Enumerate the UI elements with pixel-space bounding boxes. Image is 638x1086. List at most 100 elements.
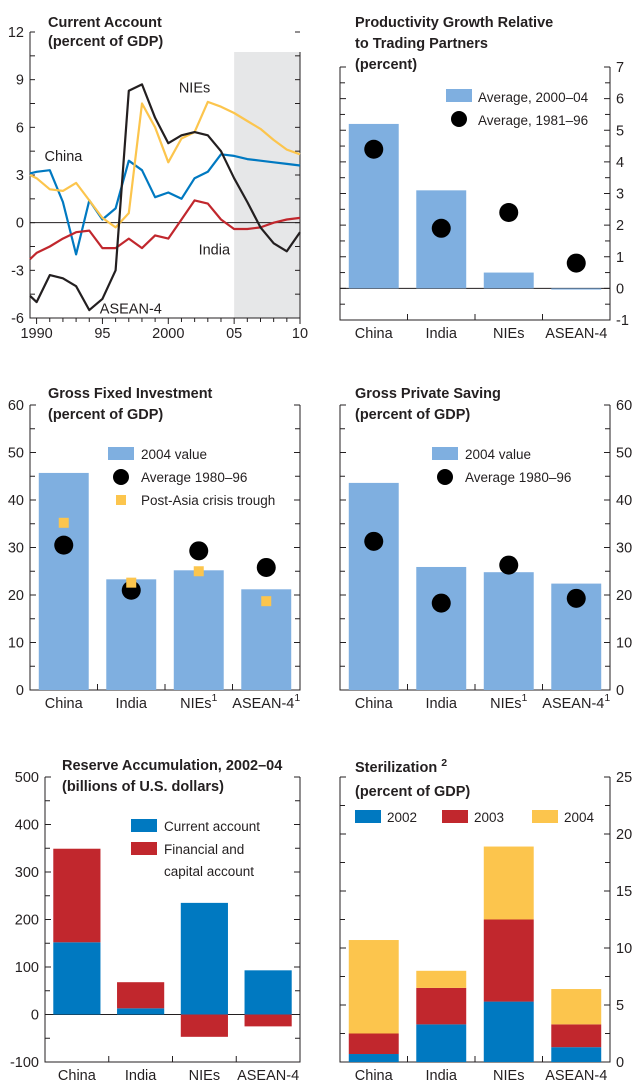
category-name: China [45,696,84,712]
y-tick-label: 20 [616,588,632,604]
bar [483,272,534,289]
data-point [58,517,69,528]
category-name: NIEs [493,326,524,342]
series-line-nies [29,100,301,229]
category-name: NIEs [180,696,211,712]
gross-private-saving-chart: Gross Private Saving (percent of GDP) 60… [339,386,632,712]
series-label: China [44,149,83,165]
y-tick-label: 6 [616,92,624,108]
data-point [364,139,384,159]
bar-segment [348,940,399,1034]
category-name: ASEAN-4 [542,696,604,712]
chart-subtitle: (percent) [355,57,417,73]
chart-title: Productivity Growth Relative [355,15,553,31]
y-tick-label: 200 [15,913,39,929]
bar [416,566,467,690]
y-tick-label: 300 [15,865,39,881]
bar-segment [483,1001,534,1062]
legend-label: 2004 value [465,447,531,462]
legend-label: Average 1980–96 [465,470,571,485]
y-tick-label: 0 [616,281,624,297]
y-tick-label: 12 [8,25,24,41]
bar-segment [348,1054,399,1062]
category-name: NIEs [490,696,521,712]
y-tick-label: 500 [15,770,39,786]
bar-segment [483,846,534,920]
y-tick-label: 400 [15,818,39,834]
chart-title: Reserve Accumulation, 2002–04 [62,758,282,774]
x-tick-label: India [426,326,458,342]
bar-segment [483,919,534,1002]
y-tick-label: -1 [616,313,629,329]
x-tick-label: 95 [94,326,110,342]
chart-title-line2: to Trading Partners [355,36,488,52]
category-name: India [125,1068,157,1084]
bar-segment [416,987,467,1025]
y-tick-label: 0 [616,1055,624,1071]
productivity-growth-chart: Productivity Growth Relative to Trading … [339,15,629,342]
y-tick-label: 40 [616,493,632,509]
chart-subtitle: (billions of U.S. dollars) [62,779,224,795]
sterilization-chart: Sterilization 2 (percent of GDP) 25 20 15 10… [339,757,632,1084]
y-tick-label: 9 [16,73,24,89]
x-tick-label: China [355,326,394,342]
series-line-asean-4 [29,83,301,312]
bar [348,482,399,690]
projection-shade [234,52,300,318]
category-name: ASEAN-4 [545,1068,607,1084]
legend-label: 2003 [474,810,504,825]
y-tick-label: -100 [10,1055,39,1071]
x-tick-label: India [426,1068,458,1084]
bar-segment [244,970,292,1015]
category-name: NIEs [189,1068,220,1084]
data-point [364,531,384,551]
legend-label: Average, 1981–96 [478,113,588,128]
chart-subtitle: (percent of GDP) [355,407,470,423]
bar-segment [416,1024,467,1062]
legend-label: Current account [164,819,260,834]
legend-label: Financial and [164,842,244,857]
current-account-chart: Current Account (percent of GDP) 12 9 6 3 0 -… [8,15,308,342]
chart-title: Gross Private Saving [355,386,501,402]
y-tick-label: 10 [8,636,24,652]
legend-label: capital account [164,864,254,879]
legend-swatch [131,842,157,855]
chart-subtitle: (percent of GDP) [48,34,163,50]
y-tick-label: 10 [616,636,632,652]
x-tick-label: ASEAN-4 [545,326,607,342]
y-tick-label: 5 [616,123,624,139]
category-name: NIEs [493,1068,524,1084]
y-tick-label: 0 [16,683,24,699]
footnote-marker: 1 [522,692,528,704]
x-tick-label: ASEAN-41 [232,692,300,712]
x-tick-label: NIEs [493,1068,524,1084]
x-tick-label: China [58,1068,97,1084]
category-name: China [355,1068,394,1084]
y-tick-label: 25 [616,770,632,786]
y-tick-label: 20 [8,588,24,604]
legend-swatch [113,469,129,485]
footnote-marker: 1 [294,692,300,704]
y-tick-label: 50 [8,446,24,462]
y-tick-label: 0 [16,216,24,232]
x-tick-label: India [426,696,458,712]
y-tick-label: 1 [616,250,624,266]
y-tick-label: 5 [616,998,624,1014]
legend-swatch [432,447,458,460]
legend-swatch [355,810,381,823]
legend-label: 2002 [387,810,417,825]
x-tick-label: China [355,1068,394,1084]
x-tick-label: ASEAN-4 [237,1068,299,1084]
legend-swatch [446,89,472,102]
legend-label: Post-Asia crisis trough [141,493,275,508]
x-tick-label: ASEAN-4 [545,1068,607,1084]
bar-segment [551,989,602,1025]
legend-swatch [451,111,467,127]
x-tick-label: NIEs1 [180,692,217,712]
data-point [54,535,74,555]
category-name: China [355,326,394,342]
y-tick-label: 60 [616,398,632,414]
bar-segment [53,848,101,943]
bar-segment [244,1014,292,1027]
